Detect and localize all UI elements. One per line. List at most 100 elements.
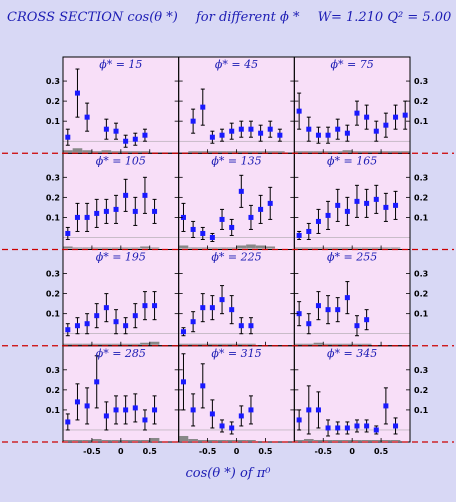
systematic-bar [188, 151, 198, 153]
systematic-bar [226, 343, 237, 345]
panel-10: ϕ* = 285 [62, 345, 180, 443]
systematic-bar [72, 148, 83, 153]
data-point [209, 411, 215, 417]
data-point [315, 132, 321, 138]
data-point [296, 108, 302, 114]
data-point [325, 307, 331, 313]
systematic-bar [323, 247, 333, 249]
systematic-bar [265, 151, 276, 153]
data-point [65, 419, 71, 425]
x-tick-label: 0 [234, 447, 240, 456]
systematic-bar [62, 150, 73, 153]
systematic-bar [352, 343, 362, 345]
panel-background [178, 57, 295, 154]
systematic-bar [313, 342, 324, 345]
data-point [306, 321, 312, 327]
systematic-bar [111, 343, 121, 345]
data-point [190, 118, 196, 124]
systematic-bar [178, 245, 189, 249]
data-point [180, 379, 186, 385]
panel-label: ϕ* = 105 [96, 154, 146, 167]
systematic-bar [120, 247, 131, 249]
panel-label: ϕ* = 225 [211, 251, 261, 264]
systematic-bar [130, 151, 141, 153]
data-point [248, 323, 254, 329]
systematic-bar [226, 439, 237, 441]
systematic-bar [207, 343, 218, 345]
systematic-bar [236, 245, 247, 249]
data-point [94, 379, 100, 385]
systematic-bar [178, 435, 189, 441]
y-tick-label: 0.2 [46, 193, 60, 202]
systematic-bar [381, 439, 391, 441]
systematic-bar [188, 343, 198, 345]
data-point [152, 303, 158, 309]
systematic-bar [82, 343, 92, 345]
data-point [152, 208, 158, 214]
systematic-bar [217, 247, 227, 249]
systematic-bar [140, 246, 150, 249]
data-point [123, 192, 129, 198]
systematic-bar [120, 151, 131, 153]
y-tick-label: 0.2 [414, 386, 428, 395]
data-point [94, 210, 100, 216]
systematic-bar [91, 343, 102, 345]
data-point [65, 230, 71, 236]
panel-label: ϕ* = 285 [96, 347, 146, 360]
systematic-bar [323, 439, 333, 441]
panel-label: ϕ* = 345 [327, 347, 377, 360]
panel-3: ϕ* = 75 [293, 56, 411, 154]
x-tick-label: 0 [118, 447, 124, 456]
systematic-bar [303, 438, 314, 441]
data-point [238, 126, 244, 132]
x-tick-label: -0.5 [315, 447, 333, 456]
data-point [383, 204, 389, 210]
x-tick-label: -0.5 [83, 447, 101, 456]
data-point [74, 323, 80, 329]
systematic-bar [207, 247, 218, 249]
systematic-bar [82, 150, 92, 153]
x-tick-label: 0.5 [258, 447, 273, 456]
panel-background [178, 345, 295, 442]
y-tick-label: 0.1 [46, 117, 61, 126]
systematic-bar [236, 151, 247, 153]
data-point [325, 425, 331, 431]
panel-label: ϕ* = 255 [327, 251, 377, 264]
systematic-bar [332, 343, 343, 345]
x-tick-label: -0.5 [199, 447, 217, 456]
systematic-bar [294, 343, 304, 345]
systematic-bar [101, 247, 112, 249]
data-point [103, 126, 109, 132]
y-tick-label: 0.2 [414, 290, 428, 299]
panel-label: ϕ* = 45 [215, 58, 258, 71]
data-point [84, 114, 90, 120]
data-point [209, 305, 215, 311]
data-point [200, 383, 206, 389]
data-point [190, 407, 196, 413]
data-point [248, 214, 254, 220]
data-point [306, 126, 312, 132]
data-point [277, 132, 283, 138]
data-point [229, 307, 235, 313]
data-point [190, 226, 196, 232]
y-tick-label: 0.1 [414, 310, 429, 319]
x-tick-label: 0.5 [374, 447, 389, 456]
data-point [219, 216, 225, 222]
y-tick-label: 0.3 [46, 270, 60, 279]
data-point [325, 212, 331, 218]
data-point [364, 423, 370, 429]
systematic-bar [381, 151, 391, 153]
systematic-bar [188, 247, 198, 249]
data-point [354, 323, 360, 329]
systematic-bar [207, 151, 218, 153]
systematic-bar [62, 246, 73, 249]
data-point [200, 230, 206, 236]
data-point [364, 317, 370, 323]
data-point [373, 427, 379, 433]
title-part3: W= 1.210 Q² = 5.00 [317, 10, 452, 25]
panel-background [294, 57, 410, 154]
y-tick-label: 0.1 [46, 310, 61, 319]
title-part1: CROSS SECTION cos(θ *) [7, 10, 178, 25]
data-point [132, 136, 138, 142]
y-tick-label: 0.3 [414, 270, 428, 279]
